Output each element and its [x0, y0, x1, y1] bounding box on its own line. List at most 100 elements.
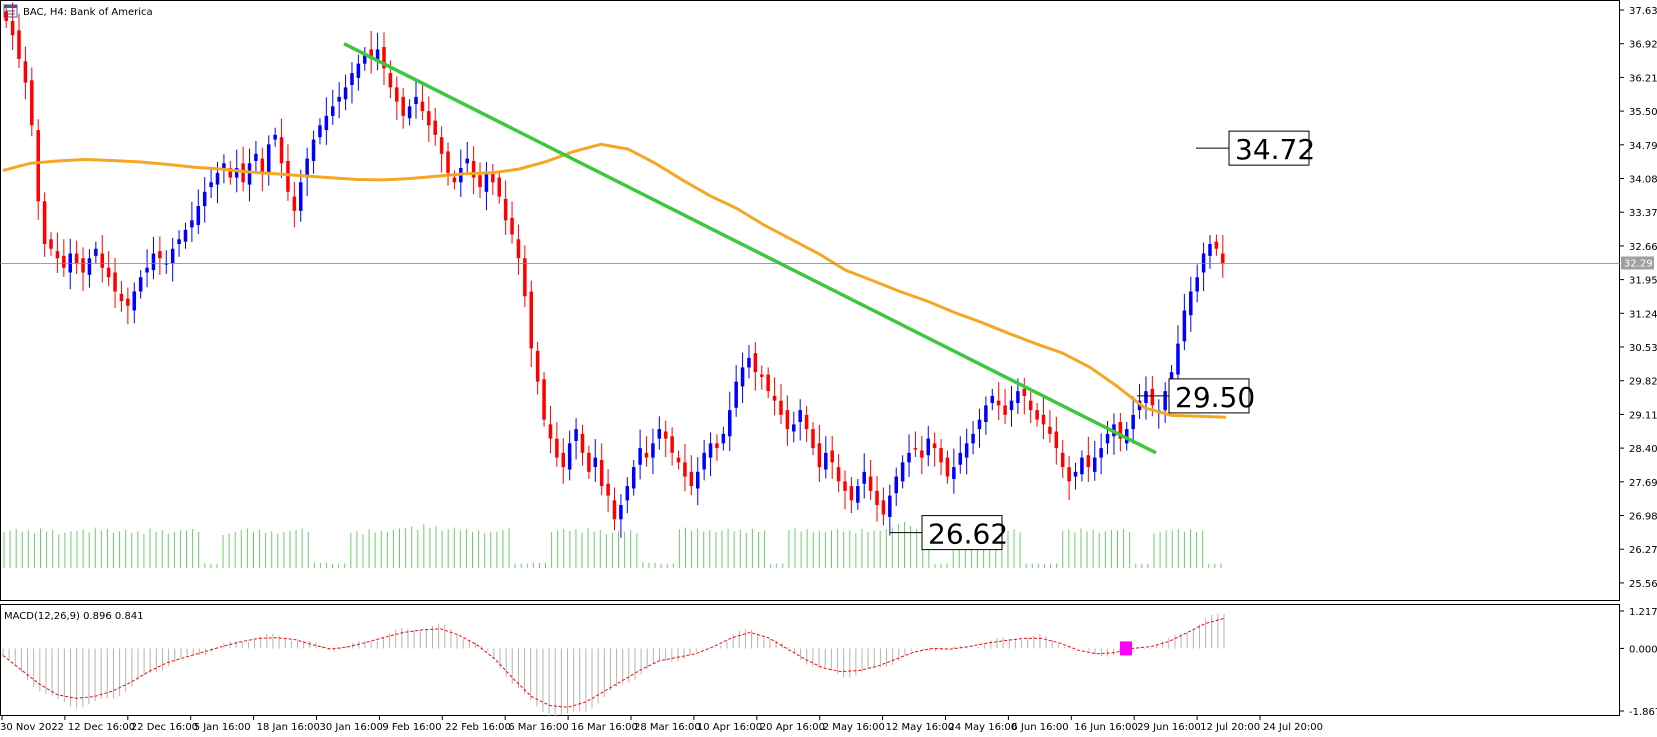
candle-body	[427, 111, 431, 126]
candle-body	[1176, 343, 1180, 375]
svg-text:34.72: 34.72	[1235, 133, 1315, 166]
candle-body	[465, 158, 469, 164]
annotation-34-72: 34.72	[1196, 130, 1315, 166]
candle-body	[1041, 414, 1046, 425]
candle-body	[1067, 467, 1071, 482]
macd-label: MACD(12,26,9) 0.896 0.841	[4, 611, 144, 622]
macd-tick-label: -1.867	[1629, 707, 1657, 718]
price-tick-label: 34.08	[1629, 175, 1657, 186]
candle-body	[234, 168, 239, 178]
price-tick-label: 34.79	[1629, 141, 1657, 152]
candle-body	[254, 153, 258, 161]
candle-body	[87, 258, 92, 275]
candle-body	[145, 267, 149, 273]
candle-body	[779, 400, 783, 415]
candle-body	[446, 151, 450, 173]
candle-body	[228, 168, 233, 178]
moving-average	[2, 142, 1227, 419]
candle-body	[452, 177, 457, 183]
candle-body	[830, 450, 834, 463]
candle-body	[804, 414, 809, 430]
candle-body	[1035, 410, 1039, 420]
candle-body	[503, 198, 508, 221]
candle-body	[190, 220, 194, 228]
candle-body	[363, 54, 367, 64]
time-tick-label: 30 Nov 2022	[0, 722, 64, 733]
candle-body	[215, 172, 220, 185]
candle-body	[1086, 455, 1091, 468]
candle-body	[10, 20, 15, 36]
candle-body	[932, 443, 937, 449]
candle-body	[1028, 400, 1033, 411]
candle-body	[567, 443, 572, 470]
candle-body	[369, 49, 373, 59]
candle-body	[971, 433, 975, 444]
candle-body	[920, 450, 924, 458]
candle-body	[30, 80, 34, 126]
candle-body	[574, 429, 578, 441]
candle-body	[593, 457, 598, 468]
candle-body	[318, 125, 322, 138]
candle-body	[1092, 457, 1097, 472]
price-tick-label: 31.95	[1629, 276, 1657, 287]
candle-body	[612, 500, 617, 520]
trendline-segment[interactable]	[343, 42, 1157, 455]
candle-body	[420, 101, 425, 112]
time-tick-label: 24 Jul 20:00	[1263, 722, 1323, 733]
candle-body	[760, 374, 764, 377]
candle-body	[644, 452, 649, 458]
candle-body	[548, 424, 553, 439]
price-tick-label: 30.53	[1629, 343, 1657, 354]
price-annotations: 34.72 29.50 26.62	[890, 130, 1315, 551]
candle-body	[811, 429, 815, 449]
candle-body	[907, 452, 911, 463]
time-tick-label: 10 Apr 16:00	[697, 722, 762, 733]
candle-body	[587, 452, 591, 472]
candle-body	[17, 30, 21, 59]
volume-bars	[3, 522, 1222, 568]
candle-body	[561, 452, 566, 468]
candle-body	[888, 495, 892, 517]
candle-body	[106, 267, 111, 278]
candle-body	[625, 486, 630, 501]
candle-body	[740, 367, 745, 387]
price-tick-label: 32.66	[1629, 242, 1657, 253]
time-tick-label: 16 Jun 16:00	[1074, 722, 1138, 733]
candle-body	[1163, 391, 1167, 411]
candle-body	[689, 471, 694, 487]
candle-body	[894, 476, 898, 494]
candle-body	[36, 130, 40, 202]
candle-body	[356, 63, 361, 78]
candle-body	[68, 253, 72, 273]
candle-body	[324, 115, 329, 131]
candle-body	[298, 182, 303, 211]
candle-body	[305, 158, 309, 178]
candle-body	[580, 433, 585, 453]
price-tick-label: 28.40	[1629, 444, 1657, 455]
candle-body	[1214, 241, 1219, 249]
price-axis: 37.63 36.92 36.21 35.50 34.79 34.08 33.37 32.66…	[1620, 6, 1657, 590]
candle-body	[484, 172, 489, 192]
candle-body	[792, 424, 796, 432]
candle-body	[62, 255, 66, 268]
candle-body	[670, 436, 674, 453]
candle-body	[170, 248, 175, 264]
candle-body	[817, 443, 822, 468]
candle-body	[247, 163, 252, 185]
ma-line	[2, 142, 1227, 419]
candle-body	[843, 481, 847, 491]
candle-body	[663, 431, 668, 439]
candle-body	[407, 106, 412, 119]
candle-body	[119, 293, 124, 301]
svg-text:26.62: 26.62	[928, 518, 1008, 551]
candle-body	[862, 471, 866, 484]
candle-body	[439, 137, 444, 154]
candle-body	[471, 160, 476, 178]
candle-body	[747, 357, 751, 368]
candle-body	[1208, 244, 1212, 256]
trendline[interactable]	[343, 42, 1157, 455]
time-tick-label: 18 Jan 16:00	[257, 722, 320, 733]
candle-body	[1009, 400, 1014, 411]
candle-body	[55, 251, 60, 259]
